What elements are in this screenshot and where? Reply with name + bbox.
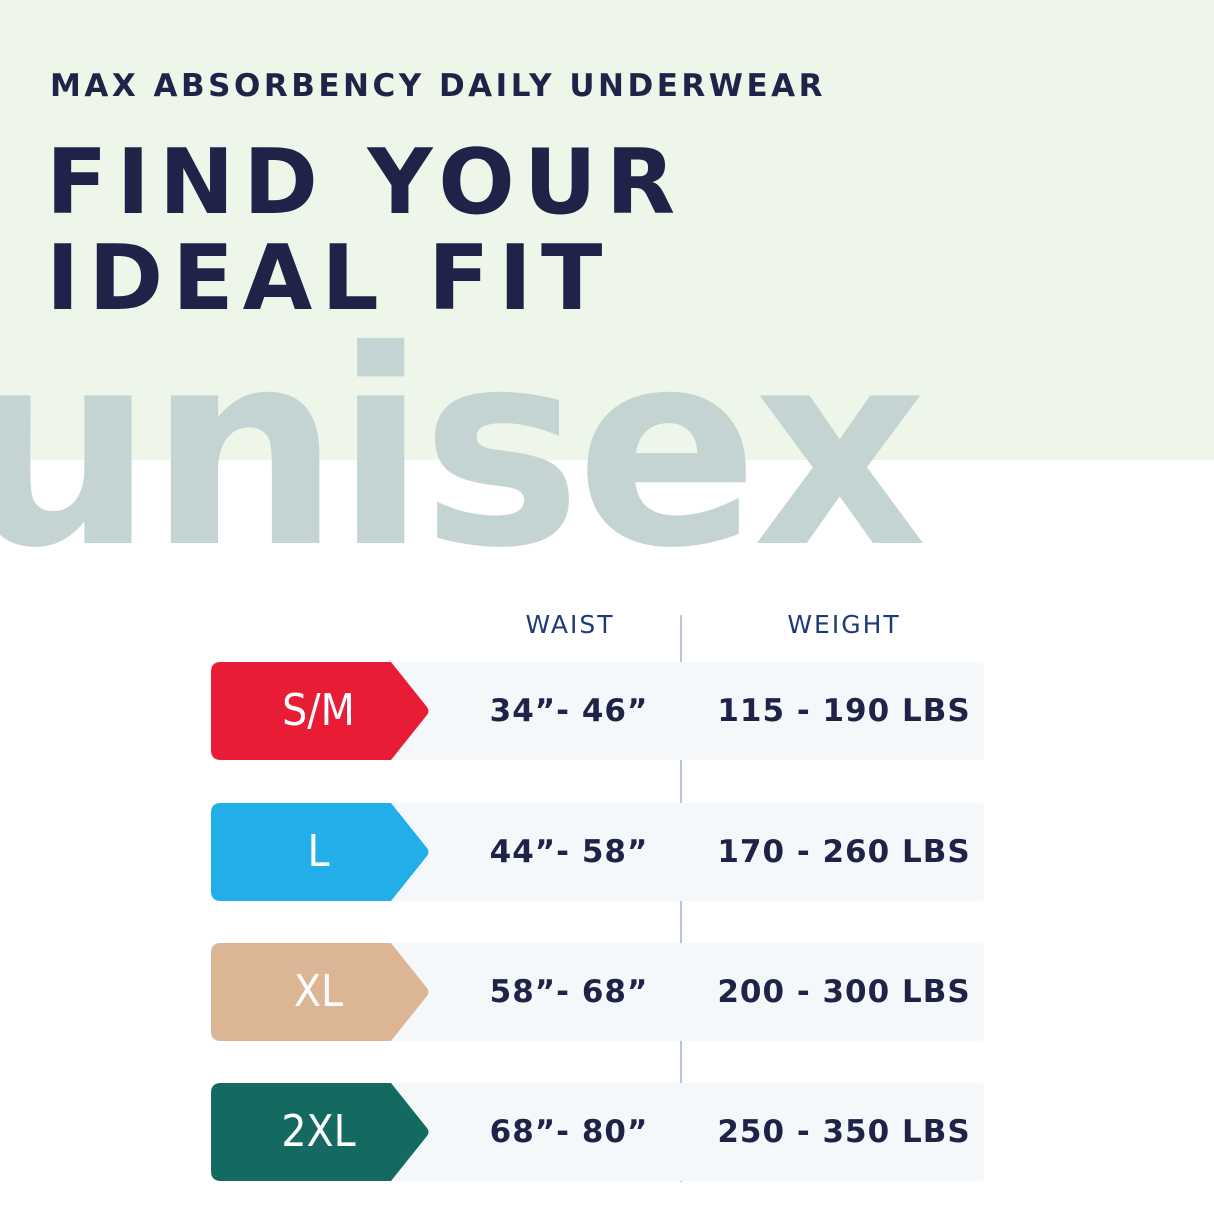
column-header-waist: WAIST (525, 610, 615, 639)
size-label: S/M (282, 685, 355, 736)
page-title: FIND YOUR IDEAL FIT (46, 135, 684, 327)
waist-value: 68”- 80” (489, 1114, 649, 1150)
tag-shape (211, 662, 429, 760)
weight-value: 250 - 350 LBS (717, 1114, 971, 1150)
weight-value: 170 - 260 LBS (717, 834, 971, 870)
size-row: L 44”- 58” 170 - 260 LBS (211, 803, 984, 901)
waist-value: 44”- 58” (489, 834, 649, 870)
title-line-1: FIND YOUR (46, 130, 685, 235)
unisex-watermark: unisex (0, 292, 927, 607)
size-row: 2XL 68”- 80” 250 - 350 LBS (211, 1083, 984, 1181)
column-header-weight: WEIGHT (787, 610, 901, 639)
tag-shape (211, 803, 429, 901)
size-tag: L (211, 803, 429, 901)
waist-value: 34”- 46” (489, 693, 649, 729)
tag-shape (211, 943, 429, 1041)
size-tag: XL (211, 943, 429, 1041)
size-row: XL 58”- 68” 200 - 300 LBS (211, 943, 984, 1041)
size-label: 2XL (281, 1106, 356, 1157)
size-label: XL (293, 966, 344, 1017)
waist-value: 58”- 68” (489, 974, 649, 1010)
title-line-2: IDEAL FIT (46, 226, 612, 331)
size-row: S/M 34”- 46” 115 - 190 LBS (211, 662, 984, 760)
weight-value: 115 - 190 LBS (717, 693, 971, 729)
hero-banner (0, 0, 1214, 460)
product-eyebrow: MAX ABSORBENCY DAILY UNDERWEAR (50, 68, 826, 104)
weight-value: 200 - 300 LBS (717, 974, 971, 1010)
size-label: L (307, 826, 330, 877)
tag-shape (211, 1083, 429, 1181)
size-tag: S/M (211, 662, 429, 760)
size-tag: 2XL (211, 1083, 429, 1181)
